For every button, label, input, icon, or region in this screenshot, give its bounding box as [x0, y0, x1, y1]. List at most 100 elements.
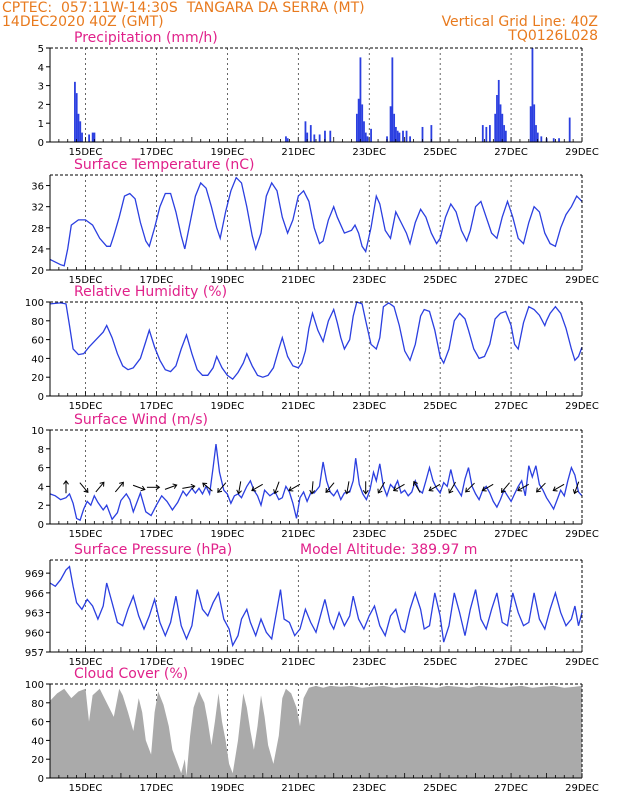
precip-bar [393, 113, 396, 142]
x-tick-label: 25DEC [423, 401, 457, 412]
precip-bar [396, 130, 399, 142]
y-tick-label: 963 [25, 609, 44, 620]
y-tick-label: 0 [38, 520, 44, 531]
precip-bar [309, 125, 312, 142]
y-tick-label: 957 [25, 648, 44, 659]
series-line [49, 444, 583, 522]
wind-arrow-head [99, 481, 105, 487]
panel-5: Surface Pressure (hPa) Model Altitude: 38… [25, 542, 599, 668]
model-id-label: TQ0126L028 [508, 28, 598, 44]
x-tick-label: 21DEC [281, 401, 315, 412]
wind-arrow-shaft [501, 482, 510, 493]
precip-bar [405, 130, 408, 142]
panel-2: Surface Temperature (nC) 20 24 28 32 36 15DEC 1… [31, 157, 599, 286]
panel-6: Cloud Cover (%) 0 20 40 60 80 100 15DEC 17DEC 19D… [25, 666, 599, 794]
precip-bar [359, 57, 362, 142]
precip-bar [529, 106, 532, 142]
x-tick-label: 27DEC [494, 783, 528, 794]
run-time-label: 14DEC2020 40Z (GMT) [2, 14, 164, 30]
x-tick-label: 15DEC [69, 529, 103, 540]
y-tick-label: 10 [31, 426, 44, 437]
x-tick-label: 23DEC [352, 657, 386, 668]
precip-bar [389, 106, 392, 142]
y-tick-label: 32 [31, 203, 44, 214]
wind-arrow-shaft [311, 481, 314, 494]
x-tick-label: 17DEC [140, 529, 174, 540]
x-tick-label: 15DEC [69, 783, 103, 794]
x-tick-label: 19DEC [210, 657, 244, 668]
panel-title: Surface Wind (m/s) [74, 412, 208, 428]
wind-arrow-head [63, 479, 69, 485]
wind-arrow-head [273, 489, 279, 495]
wind-arrow-head [251, 486, 257, 492]
wind-arrow-head [155, 484, 161, 491]
wind-arrow-shaft [482, 483, 494, 491]
wind-arrow [273, 481, 280, 495]
wind-arrow [132, 484, 146, 492]
panel-title: Surface Pressure (hPa) [74, 542, 232, 558]
y-tick-label: 4 [38, 482, 44, 493]
wind-arrow [552, 483, 565, 492]
x-tick-label: 27DEC [494, 147, 528, 158]
y-tick-label: 40 [31, 736, 44, 747]
x-tick-label: 15DEC [69, 147, 103, 158]
wind-arrow-shaft [518, 483, 529, 491]
wind-arrow-shaft [274, 481, 280, 494]
wind-arrow-head [119, 481, 124, 487]
precip-bar [366, 136, 369, 142]
x-tick-label: 23DEC [352, 147, 386, 158]
cloud-area [50, 685, 582, 778]
panel-1: Precipitation (mm/h) 0 1 2 3 4 5 15DEC 17DEC 19DE… [38, 30, 599, 158]
precip-bar [398, 132, 401, 142]
precip-bar [503, 125, 505, 142]
y-tick-label: 0 [38, 138, 44, 149]
precip-bar [540, 136, 543, 142]
wind-arrow [182, 483, 196, 490]
wind-arrow-head [202, 482, 208, 488]
x-tick-label: 27DEC [494, 401, 528, 412]
wind-arrow [202, 482, 213, 492]
wind-arrow [217, 482, 227, 493]
precip-bar [364, 132, 367, 142]
y-tick-label: 40 [31, 354, 44, 365]
wind-arrow-head [465, 487, 471, 493]
wind-arrow-head [190, 483, 196, 490]
precip-bar [499, 104, 502, 142]
x-tick-label: 15DEC [69, 275, 103, 286]
y-tick-label: 0 [38, 392, 44, 403]
y-tick-label: 20 [31, 266, 44, 277]
precip-bar [81, 132, 83, 142]
series-line [49, 565, 583, 648]
precip-bar [402, 130, 404, 142]
wind-arrow-head [362, 490, 369, 495]
precip-bar [535, 125, 537, 142]
x-tick-label: 25DEC [423, 529, 457, 540]
x-tick-label: 29DEC [565, 529, 599, 540]
wind-arrow-head [428, 486, 434, 492]
x-tick-label: 23DEC [352, 529, 386, 540]
wind-arrow-head [377, 488, 383, 494]
wind-arrow-shaft [574, 481, 580, 494]
series-line [49, 301, 583, 380]
wind-arrow [146, 484, 161, 491]
wind-arrow-shaft [79, 482, 88, 493]
precip-bar [533, 104, 536, 142]
x-tick-label: 19DEC [210, 147, 244, 158]
wind-arrow-shaft [325, 482, 335, 493]
wind-arrow [251, 483, 263, 492]
wind-arrow-shaft [114, 482, 124, 493]
x-tick-label: 17DEC [140, 657, 174, 668]
precip-bar [370, 128, 372, 142]
wind-arrow-head [392, 486, 399, 492]
wind-arrow [412, 480, 421, 493]
precip-bar [91, 132, 94, 142]
wind-arrow-head [325, 487, 331, 493]
y-tick-label: 60 [31, 718, 44, 729]
wind-arrow [481, 483, 494, 492]
wind-arrow [362, 481, 369, 495]
x-tick-label: 29DEC [565, 401, 599, 412]
wind-arrow-shaft [465, 482, 475, 492]
wind-arrow-shaft [346, 481, 350, 494]
precip-bar [318, 134, 321, 142]
precip-bar [568, 117, 571, 142]
